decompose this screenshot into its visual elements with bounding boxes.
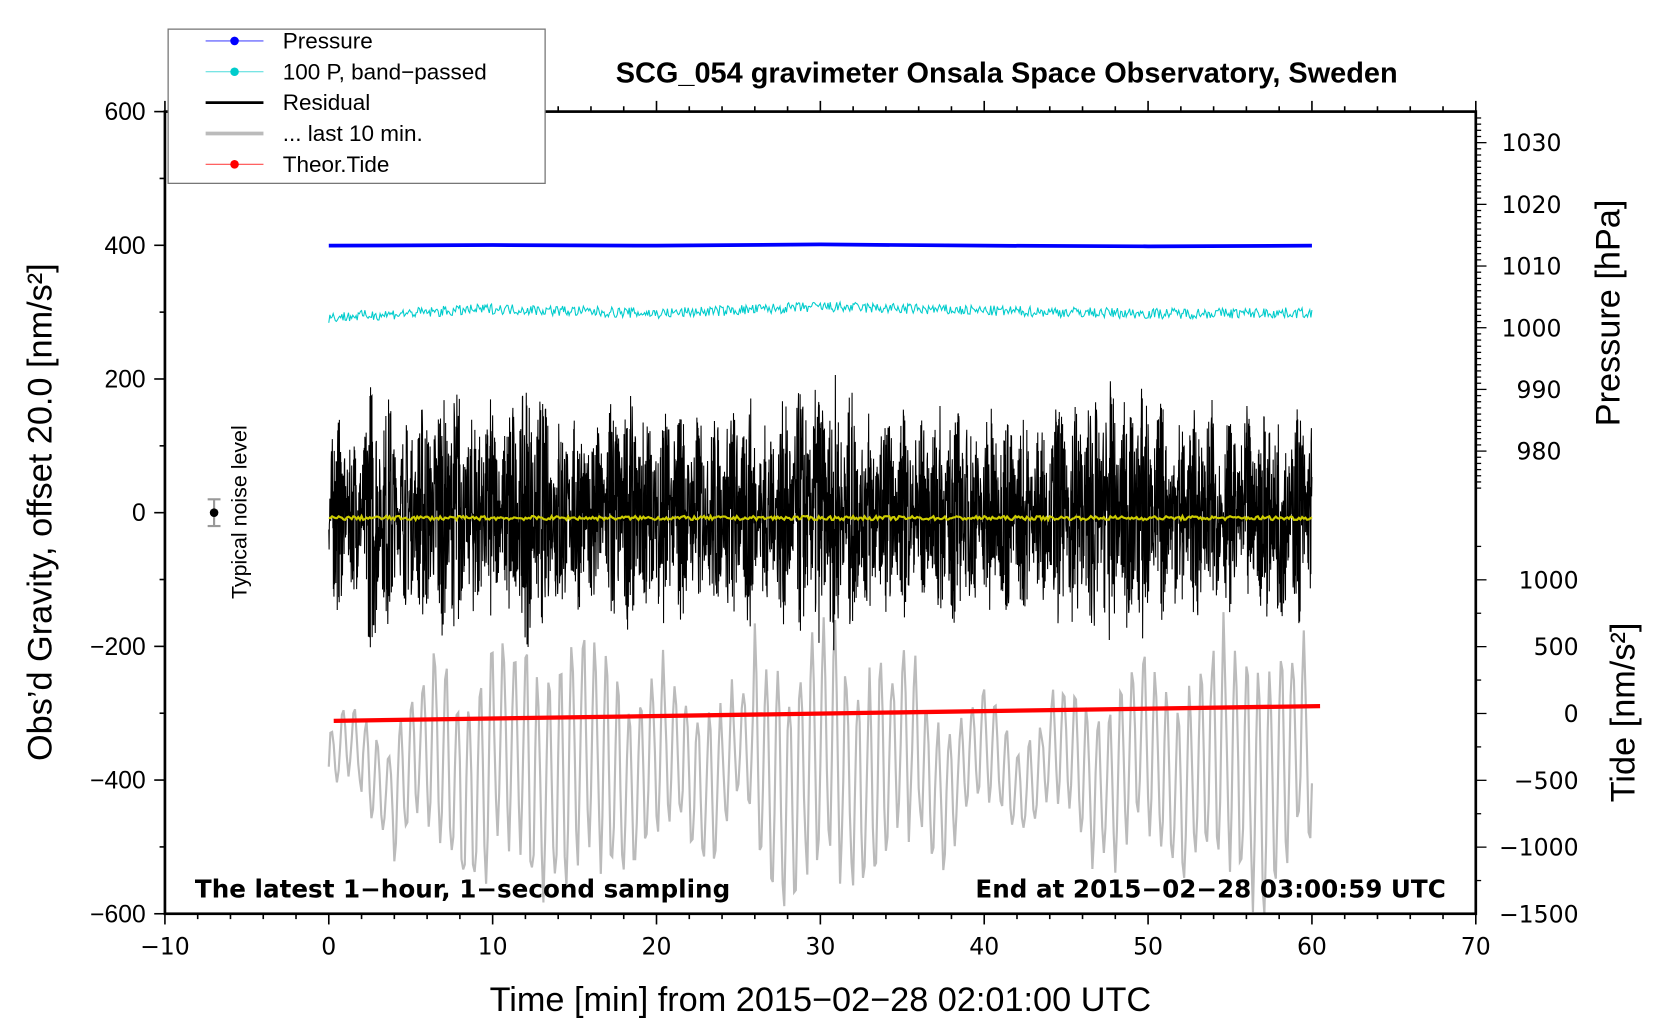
y-tick-label: −400 [90, 768, 145, 795]
series-residual-mean [328, 513, 1313, 523]
tide-tick-label: −1000 [1499, 834, 1579, 862]
x-axis-label: Time [min] from 2015−02−28 02:01:00 UTC [490, 981, 1152, 1019]
x-tick-label: 40 [969, 932, 999, 960]
x-tick-label: 20 [642, 932, 672, 960]
legend-marker [230, 36, 239, 46]
pressure-tick-label: 1010 [1502, 253, 1562, 281]
noise-label: Typical noise level [227, 425, 251, 599]
legend-marker [230, 160, 239, 169]
pressure-tick-label: 1030 [1502, 129, 1562, 157]
legend-box [167, 28, 546, 184]
legend-label: 100 P, band−passed [283, 59, 487, 84]
tide-tick-label: −1500 [1499, 901, 1579, 929]
tide-tick-label: −500 [1514, 767, 1579, 795]
tide-axis-label: Tide [nm/s²] [1604, 623, 1642, 803]
pressure-tick-label: 1020 [1502, 191, 1562, 219]
x-tick-label: 0 [321, 932, 336, 960]
y-tick-label: −200 [90, 634, 145, 661]
y-tick-label: 0 [132, 500, 146, 527]
legend-label: ... last 10 min. [283, 121, 423, 146]
x-tick-label: 60 [1297, 932, 1327, 960]
pressure-tick-label: 980 [1517, 438, 1562, 466]
noise-point [209, 508, 219, 517]
chart-title: SCG_054 gravimeter Onsala Space Observat… [616, 58, 1398, 90]
series-band-passed [328, 300, 1313, 323]
y-tick-label: 600 [105, 99, 146, 126]
annotation-right: End at 2015−02−28 03:00:59 UTC [975, 875, 1445, 904]
pressure-tick-label: 990 [1517, 376, 1562, 404]
pressure-axis-label: Pressure [hPa] [1589, 200, 1627, 427]
y-tick-label: 200 [105, 367, 146, 394]
tide-tick-label: 1000 [1519, 566, 1579, 594]
x-tick-label: 10 [478, 932, 508, 960]
x-tick-label: 70 [1461, 932, 1491, 960]
annotation-left: The latest 1−hour, 1−second sampling [195, 875, 730, 904]
series-last-10-min [327, 612, 1314, 914]
y-tick-label: −600 [90, 901, 145, 928]
legend: Pressure 100 P, band−passed Residual ... la… [167, 28, 546, 184]
legend-label: Pressure [283, 28, 373, 53]
tide-tick-label: 0 [1564, 700, 1579, 728]
y-tick-label: 400 [105, 233, 146, 260]
x-tick-label: 50 [1133, 932, 1163, 960]
series-residual [328, 374, 1313, 651]
x-tick-label: −10 [140, 932, 190, 960]
series-pressure [328, 242, 1312, 249]
legend-label: Residual [283, 90, 371, 115]
series-tide [333, 703, 1321, 724]
tide-tick-label: 500 [1534, 633, 1579, 661]
y-axis-label: Obs’d Gravity, offset 20.0 [nm/s²] [21, 263, 59, 761]
x-tick-label: 30 [805, 932, 835, 960]
legend-label: Theor.Tide [283, 152, 390, 177]
pressure-tick-label: 1000 [1502, 314, 1562, 342]
legend-marker [230, 67, 239, 77]
